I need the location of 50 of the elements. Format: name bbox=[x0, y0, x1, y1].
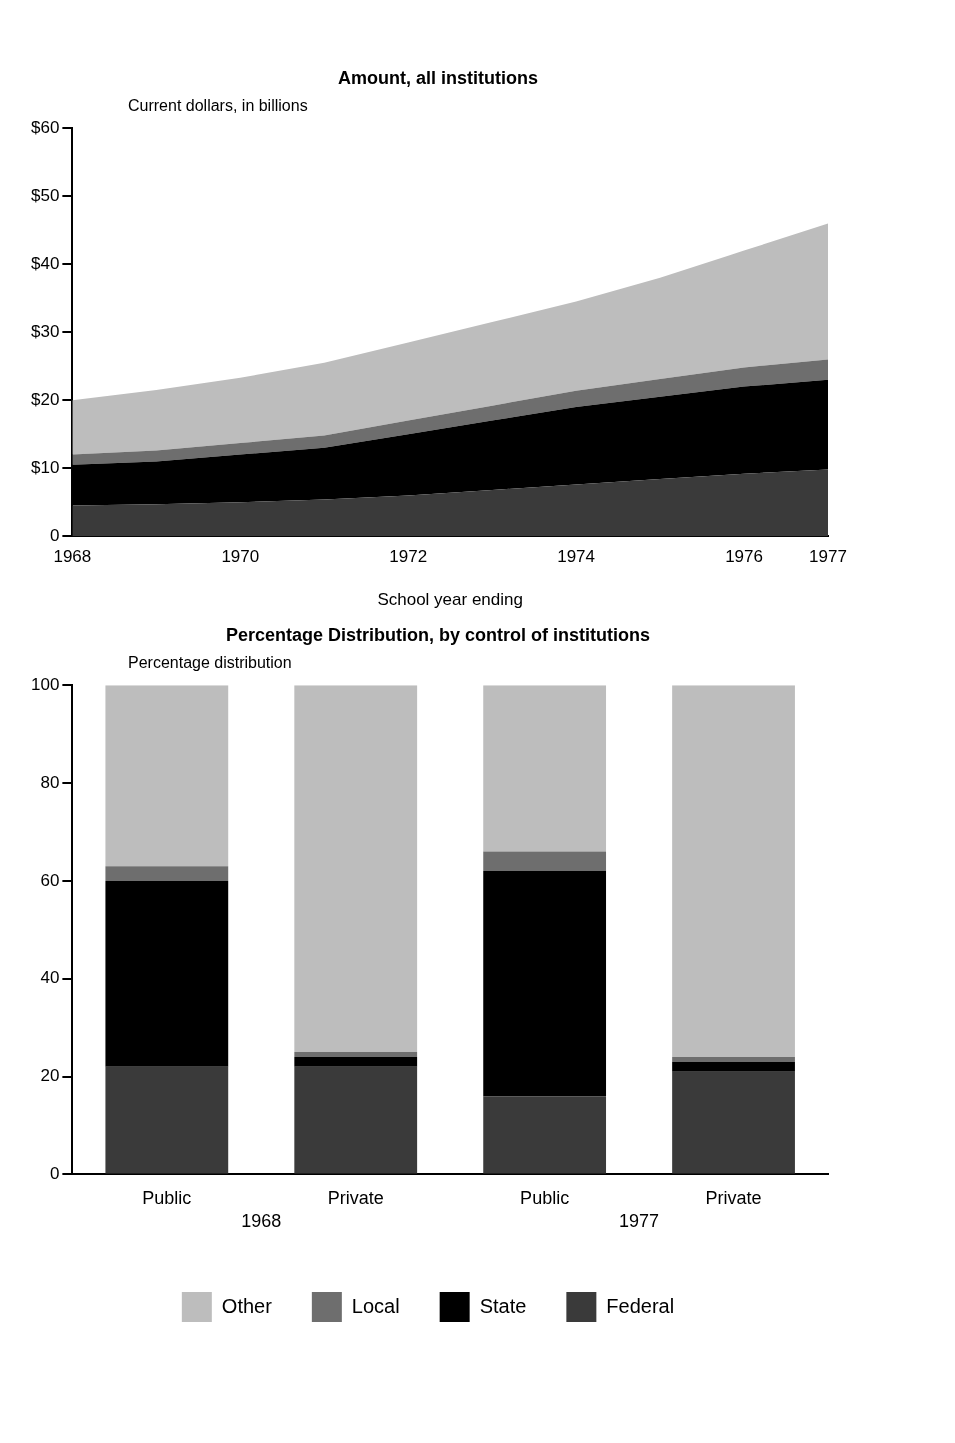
bar bbox=[105, 880, 229, 1067]
y-axis-title: Current dollars, in billions bbox=[128, 97, 309, 115]
x-tick-label: 1976 bbox=[725, 547, 763, 567]
y-tick-label: 40 bbox=[40, 968, 60, 988]
y-tick-label: $40 bbox=[30, 253, 60, 273]
x-tick-label: 1970 bbox=[221, 547, 260, 567]
x-axis-title: School year ending bbox=[377, 590, 523, 610]
y-tick-label: $20 bbox=[30, 389, 60, 409]
bar bbox=[483, 851, 607, 872]
bar bbox=[672, 1061, 795, 1072]
y-tick-label: 20 bbox=[40, 1066, 60, 1086]
legend-label: Federal bbox=[606, 1294, 675, 1317]
y-tick-label: $60 bbox=[30, 117, 60, 137]
bar bbox=[105, 866, 229, 881]
y-tick-label: 100 bbox=[30, 674, 60, 694]
chart-title: Percentage Distribution, by control of institutions bbox=[225, 625, 651, 646]
y-tick-label: $50 bbox=[30, 185, 60, 205]
bar bbox=[294, 1052, 418, 1057]
bar bbox=[105, 685, 229, 867]
legend-label: Other bbox=[221, 1294, 273, 1317]
bar bbox=[294, 1066, 418, 1174]
bar bbox=[483, 871, 607, 1097]
bar bbox=[105, 1066, 229, 1174]
y-tick-label: 0 bbox=[49, 1164, 60, 1184]
y-tick-label: 60 bbox=[40, 870, 60, 890]
x-tick-label: Private bbox=[705, 1188, 762, 1209]
y-tick-label: 80 bbox=[40, 772, 60, 792]
bar bbox=[483, 685, 607, 852]
x-tick-label: 1974 bbox=[557, 547, 596, 567]
y-tick-label: 0 bbox=[49, 525, 60, 545]
chart-title: Amount, all institutions bbox=[337, 68, 539, 89]
bar bbox=[672, 685, 795, 1057]
text: 1968 bbox=[241, 1211, 282, 1232]
x-tick-label: Private bbox=[327, 1188, 384, 1209]
bar bbox=[483, 1096, 607, 1174]
legend-label: Local bbox=[351, 1294, 400, 1317]
text: 1977 bbox=[619, 1211, 660, 1232]
x-tick-label: 1977 bbox=[809, 547, 847, 567]
bar bbox=[294, 1056, 418, 1067]
x-tick-label: Public bbox=[142, 1188, 192, 1209]
bar bbox=[672, 1071, 795, 1174]
bar bbox=[672, 1056, 795, 1062]
legend-label: State bbox=[479, 1294, 527, 1317]
y-tick-label: $10 bbox=[30, 457, 60, 477]
bar bbox=[294, 685, 418, 1053]
x-tick-label: 1972 bbox=[389, 547, 428, 567]
x-tick-label: Public bbox=[520, 1188, 570, 1209]
x-tick-label: 1968 bbox=[53, 547, 92, 567]
y-axis-title: Percentage distribution bbox=[128, 654, 293, 672]
y-tick-label: $30 bbox=[30, 321, 60, 341]
